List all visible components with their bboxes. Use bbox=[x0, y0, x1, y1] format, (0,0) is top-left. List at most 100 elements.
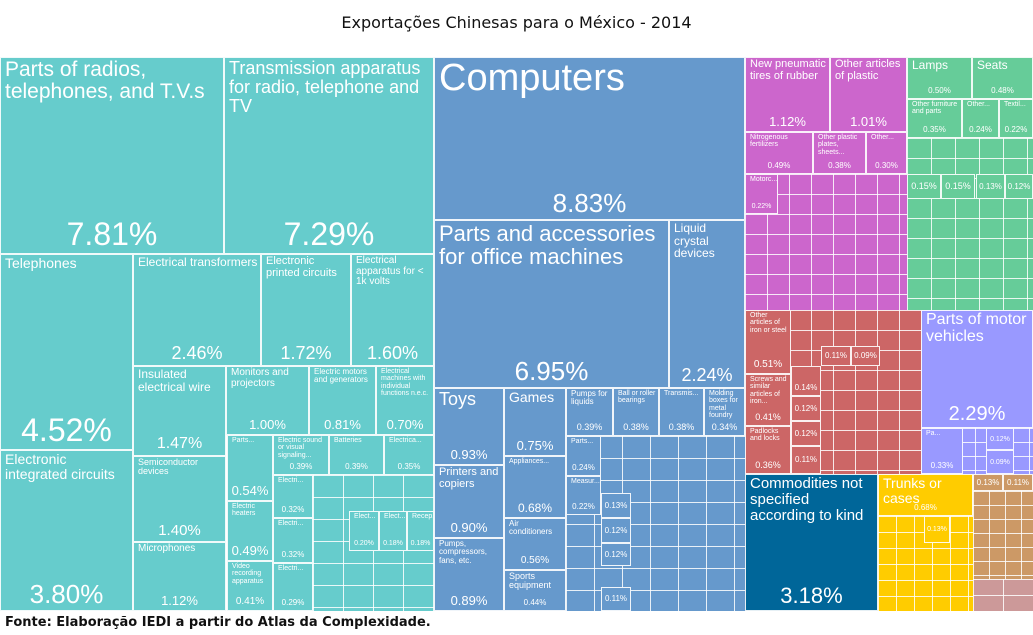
tile-label: Other articles of iron or steel bbox=[750, 312, 787, 334]
tile-pa[interactable]: Pa... 0.33% bbox=[921, 428, 963, 474]
tile-electrica[interactable]: Electrica... 0.35% bbox=[384, 435, 434, 475]
tile-recep[interactable]: Recep... 0.18% bbox=[407, 511, 434, 551]
tile-electri[interactable]: Electri... 0.32% bbox=[273, 518, 313, 563]
tile-label: Transmission apparatus for radio, teleph… bbox=[229, 58, 421, 116]
tile-measur[interactable]: Measur... 0.22% bbox=[566, 476, 601, 515]
treemap: Parts of radios, telephones, and T.V.s 7.… bbox=[0, 57, 1033, 611]
tile-unlabeled[interactable]: 0.13% bbox=[924, 516, 950, 543]
tile-other[interactable]: Other... 0.30% bbox=[866, 132, 907, 174]
tile-electrical-transformers[interactable]: Electrical transformers 2.46% bbox=[133, 254, 261, 366]
tile-unlabeled[interactable]: 0.13% bbox=[973, 474, 1003, 491]
tile-value: 1.12% bbox=[769, 114, 806, 129]
tile-unlabeled[interactable]: 0.12% bbox=[986, 428, 1014, 450]
tile-telephones[interactable]: Telephones 4.52% bbox=[0, 254, 133, 450]
tile-unlabeled[interactable]: 0.12% bbox=[791, 421, 821, 446]
tile-electric-heaters[interactable]: Electric heaters 0.49% bbox=[227, 501, 273, 561]
tile-other-furniture-and-parts[interactable]: Other furniture and parts 0.35% bbox=[907, 99, 962, 138]
tile-microphones[interactable]: Microphones 1.12% bbox=[133, 542, 226, 611]
tile-label: Other plastic plates, sheets... bbox=[818, 134, 858, 156]
tile-value: 0.12% bbox=[604, 549, 628, 559]
tile-electrical-machines-with-individual-functions-n-e-c[interactable]: Electrical machines with individual func… bbox=[376, 366, 434, 435]
tile-liquid-crystal-devices[interactable]: Liquid crystal devices 2.24% bbox=[669, 220, 745, 388]
tile-monitors-and-projectors[interactable]: Monitors and projectors 1.00% bbox=[226, 366, 309, 435]
tile-unlabeled[interactable]: 0.14% bbox=[791, 366, 821, 396]
tile-electronic-printed-circuits[interactable]: Electronic printed circuits 1.72% bbox=[261, 254, 351, 366]
tile-value: 0.56% bbox=[520, 555, 550, 566]
tile-other-articles-of-iron-or-steel[interactable]: Other articles of iron or steel 0.51% bbox=[745, 310, 791, 374]
tile-seats[interactable]: Seats 0.48% bbox=[972, 57, 1033, 99]
tile-elect[interactable]: Elect... 0.20% bbox=[349, 511, 379, 551]
tile-electronic-integrated-circuits[interactable]: Electronic integrated circuits 3.80% bbox=[0, 450, 133, 611]
tile-unlabeled[interactable]: 0.11% bbox=[791, 446, 821, 474]
tile-parts[interactable]: Parts... 0.54% bbox=[227, 435, 273, 501]
tile-unlabeled[interactable]: 0.15% bbox=[941, 174, 975, 199]
tile-unlabeled[interactable]: 0.12% bbox=[791, 396, 821, 421]
tile-parts[interactable]: Parts... 0.24% bbox=[566, 436, 601, 476]
tile-unlabeled[interactable]: 0.09% bbox=[851, 346, 880, 366]
tile-other[interactable]: Other... 0.24% bbox=[962, 99, 999, 138]
tile-parts-of-motor-vehicles[interactable]: Parts of motor vehicles 2.29% bbox=[921, 310, 1033, 428]
tile-transmission-apparatus-for-radio-telephone-and-tv[interactable]: Transmission apparatus for radio, teleph… bbox=[224, 57, 434, 254]
tile-computers[interactable]: Computers 8.83% bbox=[434, 57, 745, 220]
tile-textil[interactable]: Textil... 0.22% bbox=[999, 99, 1033, 138]
tile-unlabeled[interactable]: 0.11% bbox=[601, 587, 631, 611]
tile-label: Pumps for liquids bbox=[571, 389, 608, 407]
tile-trunks-or-cases[interactable]: Trunks or cases 0.68% bbox=[878, 474, 973, 516]
tile-semiconductor-devices[interactable]: Semiconductor devices 1.40% bbox=[133, 456, 226, 542]
tile-batteries[interactable]: Batteries 0.39% bbox=[329, 435, 384, 475]
tile-screws-and-similar-articles-of-iron[interactable]: Screws and similar articles of iron... 0.… bbox=[745, 374, 791, 426]
tile-electri[interactable]: Electri... 0.32% bbox=[273, 475, 313, 518]
tile-unlabeled[interactable]: 0.15% bbox=[907, 174, 941, 199]
tile-label: Insulated electrical wire bbox=[138, 367, 211, 394]
tile-ball-or-roller-bearings[interactable]: Ball or roller bearings 0.38% bbox=[613, 388, 659, 436]
tile-electri[interactable]: Electri... 0.29% bbox=[273, 563, 313, 611]
tile-unlabeled[interactable]: 0.09% bbox=[986, 450, 1014, 474]
tile-parts-of-radios-telephones-and-t-v-s[interactable]: Parts of radios, telephones, and T.V.s 7.… bbox=[0, 57, 224, 254]
tile-electrical-apparatus-for-1k-volts[interactable]: Electrical apparatus for < 1k volts 1.60% bbox=[351, 254, 434, 366]
tile-parts-and-accessories-for-office-machines[interactable]: Parts and accessories for office machine… bbox=[434, 220, 669, 388]
tile-padlocks-and-locks[interactable]: Padlocks and locks 0.36% bbox=[745, 426, 791, 474]
tile-unlabeled[interactable]: 0.11% bbox=[821, 346, 851, 366]
tile-unlabeled[interactable]: 0.13% bbox=[601, 493, 631, 518]
tile-label: Microphones bbox=[138, 543, 196, 554]
tile-printers-and-copiers[interactable]: Printers and copiers 0.90% bbox=[434, 465, 504, 538]
tile-video-recording-apparatus[interactable]: Video recording apparatus 0.41% bbox=[227, 561, 273, 611]
tile-insulated-electrical-wire[interactable]: Insulated electrical wire 1.47% bbox=[133, 366, 226, 456]
tile-value: 0.38% bbox=[623, 422, 649, 432]
tile-electric-sound-or-visual-signaling[interactable]: Electric sound or visual signaling... 0.3… bbox=[273, 435, 329, 475]
tile-value: 0.11% bbox=[1006, 477, 1030, 487]
tile-label: Games bbox=[509, 389, 555, 405]
tile-label: Computers bbox=[439, 57, 625, 99]
tile-nitrogenous-fertilizers[interactable]: Nitrogenous fertilizers 0.49% bbox=[745, 132, 813, 174]
tile-other-plastic-plates-sheets[interactable]: Other plastic plates, sheets... 0.38% bbox=[813, 132, 866, 174]
tile-elect[interactable]: Elect... 0.18% bbox=[379, 511, 407, 551]
tile-unlabeled[interactable]: 0.12% bbox=[601, 543, 631, 566]
tile-pumps-for-liquids[interactable]: Pumps for liquids 0.39% bbox=[566, 388, 613, 436]
tile-label: Electric heaters bbox=[232, 503, 256, 518]
tile-appliances[interactable]: Appliances... 0.68% bbox=[504, 456, 566, 518]
tile-unlabeled[interactable]: 0.13% bbox=[976, 174, 1005, 199]
tile-games[interactable]: Games 0.75% bbox=[504, 388, 566, 456]
tile-lamps[interactable]: Lamps 0.50% bbox=[907, 57, 972, 99]
tile-other-articles-of-plastic[interactable]: Other articles of plastic 1.01% bbox=[830, 57, 907, 132]
tile-label: New pneumatic tires of rubber bbox=[750, 58, 826, 82]
tile-label: Electri... bbox=[278, 565, 304, 572]
tile-unlabeled[interactable]: 0.11% bbox=[1003, 474, 1033, 491]
tile-air-conditioners[interactable]: Air conditioners 0.56% bbox=[504, 518, 566, 570]
tile-unlabeled[interactable]: 0.12% bbox=[601, 518, 631, 543]
tile-value: 1.47% bbox=[156, 435, 203, 452]
tile-pumps-compressors-fans-etc[interactable]: Pumps, compressors, fans, etc. 0.89% bbox=[434, 538, 504, 611]
tile-label: Seats bbox=[977, 58, 1008, 72]
tile-commodities-not-specified-according-to-kind[interactable]: Commodities not specified according to k… bbox=[745, 474, 878, 611]
tile-new-pneumatic-tires-of-rubber[interactable]: New pneumatic tires of rubber 1.12% bbox=[745, 57, 830, 132]
tile-molding-boxes-for-metal-foundry[interactable]: Molding boxes for metal foundry 0.34% bbox=[704, 388, 745, 436]
tile-transmis[interactable]: Transmis... 0.38% bbox=[659, 388, 704, 436]
tile-value: 0.12% bbox=[604, 525, 628, 535]
tile-label: Parts... bbox=[571, 438, 594, 445]
tile-motorc[interactable]: Motorc... 0.22% bbox=[745, 174, 778, 214]
tile-sports-equipment[interactable]: Sports equipment 0.44% bbox=[504, 570, 566, 611]
tile-toys[interactable]: Toys 0.93% bbox=[434, 388, 504, 465]
tile-label: Parts of radios, telephones, and T.V.s bbox=[5, 58, 205, 104]
tile-electric-motors-and-generators[interactable]: Electric motors and generators 0.81% bbox=[309, 366, 376, 435]
tile-unlabeled[interactable]: 0.12% bbox=[1005, 174, 1033, 199]
